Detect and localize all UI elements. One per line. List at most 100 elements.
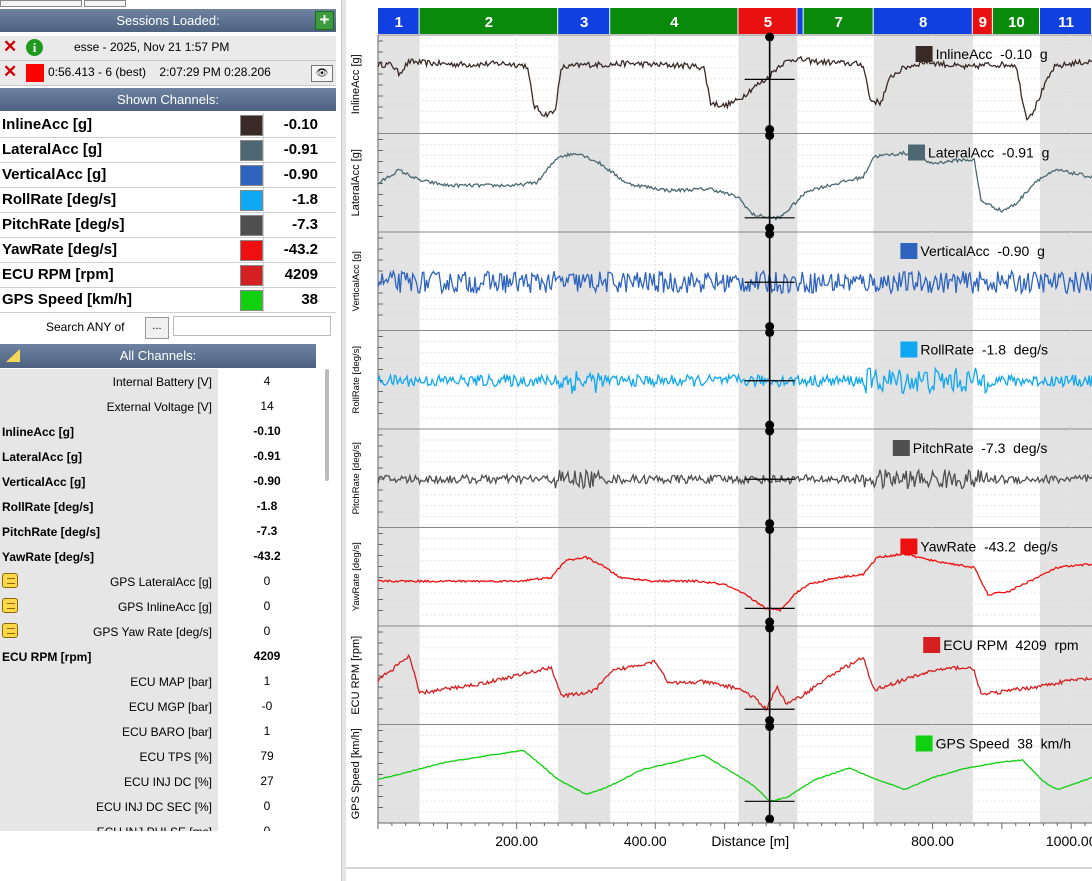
channel-color-swatch[interactable] xyxy=(240,290,263,311)
shown-channel-row[interactable]: InlineAcc [g] -0.10 xyxy=(0,113,336,138)
lap-label: 0:56.413 - 6 (best) 2:07:29 PM 0:28.206 xyxy=(48,65,271,79)
all-channel-row[interactable]: Internal Battery [V] 4 xyxy=(0,369,316,395)
all-channel-row[interactable]: VerticalAcc [g] -0.90 xyxy=(0,469,316,495)
sector-marker[interactable] xyxy=(610,8,738,34)
channel-value: -43.2 xyxy=(218,544,316,569)
sector-marker[interactable] xyxy=(797,8,803,34)
toolbar-button-right[interactable] xyxy=(84,0,126,7)
all-channel-row[interactable]: ECU MGP [bar] -0 xyxy=(0,694,316,720)
shown-channels-header: Shown Channels: xyxy=(0,88,336,111)
channel-label: ECU TPS [%] xyxy=(139,750,212,764)
all-channel-row[interactable]: GPS Yaw Rate [deg/s] 0 xyxy=(0,619,316,645)
channel-value: 0 xyxy=(218,619,316,644)
shown-channel-row[interactable]: PitchRate [deg/s] -7.3 xyxy=(0,213,336,238)
sector-marker[interactable] xyxy=(992,8,1040,34)
add-session-icon[interactable]: + xyxy=(315,11,334,30)
all-channel-row[interactable]: ECU INJ DC SEC [%] 0 xyxy=(0,794,316,820)
sector-label: 5 xyxy=(764,14,772,31)
eye-icon[interactable]: 👁 xyxy=(311,65,333,82)
channel-label: ECU INJ PULSE [ms] xyxy=(2,825,212,831)
sessions-header-label: Sessions Loaded: xyxy=(116,13,220,28)
scrollbar-thumb[interactable] xyxy=(325,369,329,481)
channel-color-swatch[interactable] xyxy=(240,165,263,186)
channel-label: ECU INJ DC [%] xyxy=(123,775,212,789)
all-channel-row[interactable]: GPS InlineAcc [g] 0 xyxy=(0,594,316,620)
toolbar-button-left[interactable] xyxy=(0,0,82,7)
all-channel-row[interactable]: ECU BARO [bar] 1 xyxy=(0,719,316,745)
channel-value: 4209 xyxy=(218,644,316,669)
shown-channel-row[interactable]: GPS Speed [km/h] 38 xyxy=(0,288,336,313)
sector-marker[interactable] xyxy=(378,8,419,34)
all-channel-row[interactable]: RollRate [deg/s] -1.8 xyxy=(0,494,316,520)
channel-color-swatch[interactable] xyxy=(240,140,263,161)
channel-value: 27 xyxy=(218,769,316,794)
channel-color-swatch[interactable] xyxy=(240,190,263,211)
close-icon[interactable]: ✕ xyxy=(3,37,18,56)
all-channel-row[interactable]: ECU INJ PULSE [ms] 0 xyxy=(0,819,316,831)
info-icon[interactable]: i xyxy=(26,39,43,56)
lap-row[interactable]: ✕ 0:56.413 - 6 (best) 2:07:29 PM 0:28.20… xyxy=(0,61,336,86)
shown-channels-header-label: Shown Channels: xyxy=(117,92,219,107)
channel-value: 14 xyxy=(218,394,316,419)
sector-marker[interactable] xyxy=(1040,8,1091,34)
session-row[interactable]: ✕ i esse - 2025, Nov 21 1:57 PM xyxy=(0,36,336,61)
channel-label: ECU BARO [bar] xyxy=(121,725,212,739)
shown-channel-row[interactable]: RollRate [deg/s] -1.8 xyxy=(0,188,336,213)
channel-color-swatch[interactable] xyxy=(240,115,263,136)
all-channel-row[interactable]: InlineAcc [g] -0.10 xyxy=(0,419,316,445)
all-channel-row[interactable]: ECU RPM [rpm] 4209 xyxy=(0,644,316,670)
close-icon[interactable]: ✕ xyxy=(3,62,18,81)
sector-marker[interactable] xyxy=(738,8,797,34)
channel-value: 4209 xyxy=(284,266,318,283)
sector-marker[interactable] xyxy=(803,8,873,34)
sector-marker[interactable] xyxy=(972,8,992,34)
all-channel-row[interactable]: YawRate [deg/s] -43.2 xyxy=(0,544,316,570)
all-channel-row[interactable]: External Voltage [V] 14 xyxy=(0,394,316,420)
shown-channel-row[interactable]: YawRate [deg/s] -43.2 xyxy=(0,238,336,263)
shown-channel-row[interactable]: VerticalAcc [g] -0.90 xyxy=(0,163,336,188)
all-channels-scrollbar[interactable] xyxy=(320,369,334,831)
telemetry-chart[interactable]: 1 2 3 4 5 7 8 9 10 11 InlineAcc [g] InlineAcc -0.10… xyxy=(346,0,1092,881)
all-channel-row[interactable]: PitchRate [deg/s] -7.3 xyxy=(0,519,316,545)
channel-label: ECU INJ DC SEC [%] xyxy=(95,800,212,814)
sector-marker[interactable] xyxy=(873,8,972,34)
search-options-button[interactable]: ... xyxy=(145,317,169,339)
channel-label: GPS LateralAcc [g] xyxy=(109,575,212,589)
series-line xyxy=(377,269,1092,296)
panel-splitter[interactable] xyxy=(341,0,346,881)
sector-marker[interactable] xyxy=(558,8,610,34)
channel-name: YawRate [deg/s] xyxy=(2,241,118,258)
shown-channel-row[interactable]: LateralAcc [g] -0.91 xyxy=(0,138,336,163)
all-channel-row[interactable]: ECU TPS [%] 79 xyxy=(0,744,316,770)
channel-color-swatch[interactable] xyxy=(240,240,263,261)
channel-value: -7.3 xyxy=(218,519,316,544)
all-channel-row[interactable]: ECU INJ DC [%] 27 xyxy=(0,769,316,795)
sector-label: 2 xyxy=(485,14,493,31)
channel-name: RollRate [deg/s] xyxy=(2,191,117,208)
all-channel-row[interactable]: GPS LateralAcc [g] 0 xyxy=(0,569,316,595)
gps-channel-icon xyxy=(2,598,18,613)
collapse-triangle-icon[interactable] xyxy=(6,349,20,362)
y-axis-label: PitchRate [deg/s] xyxy=(351,442,362,514)
channel-label: RollRate [deg/s] xyxy=(2,500,94,514)
channel-value: -0.90 xyxy=(218,469,316,494)
channel-value: -0.91 xyxy=(283,141,318,158)
channel-name: VerticalAcc [g] xyxy=(2,166,107,183)
series-line xyxy=(377,150,1092,221)
channel-value: -43.2 xyxy=(283,241,318,258)
sector-label: 10 xyxy=(1008,14,1025,31)
channel-color-swatch[interactable] xyxy=(240,265,263,286)
shown-channel-row[interactable]: ECU RPM [rpm] 4209 xyxy=(0,263,336,288)
channel-value: 79 xyxy=(218,744,316,769)
sector-label: 11 xyxy=(1058,14,1074,31)
all-channel-row[interactable]: ECU MAP [bar] 1 xyxy=(0,669,316,695)
left-panel: Sessions Loaded: + ✕ i esse - 2025, Nov … xyxy=(0,0,341,881)
channel-color-swatch[interactable] xyxy=(240,215,263,236)
sector-marker[interactable] xyxy=(419,8,558,34)
sector-label: 3 xyxy=(580,14,588,31)
search-input[interactable] xyxy=(173,316,331,336)
channel-label: ECU RPM [rpm] xyxy=(2,650,92,664)
lap-color-swatch[interactable] xyxy=(26,64,44,82)
series-line xyxy=(377,653,1092,712)
all-channel-row[interactable]: LateralAcc [g] -0.91 xyxy=(0,444,316,470)
